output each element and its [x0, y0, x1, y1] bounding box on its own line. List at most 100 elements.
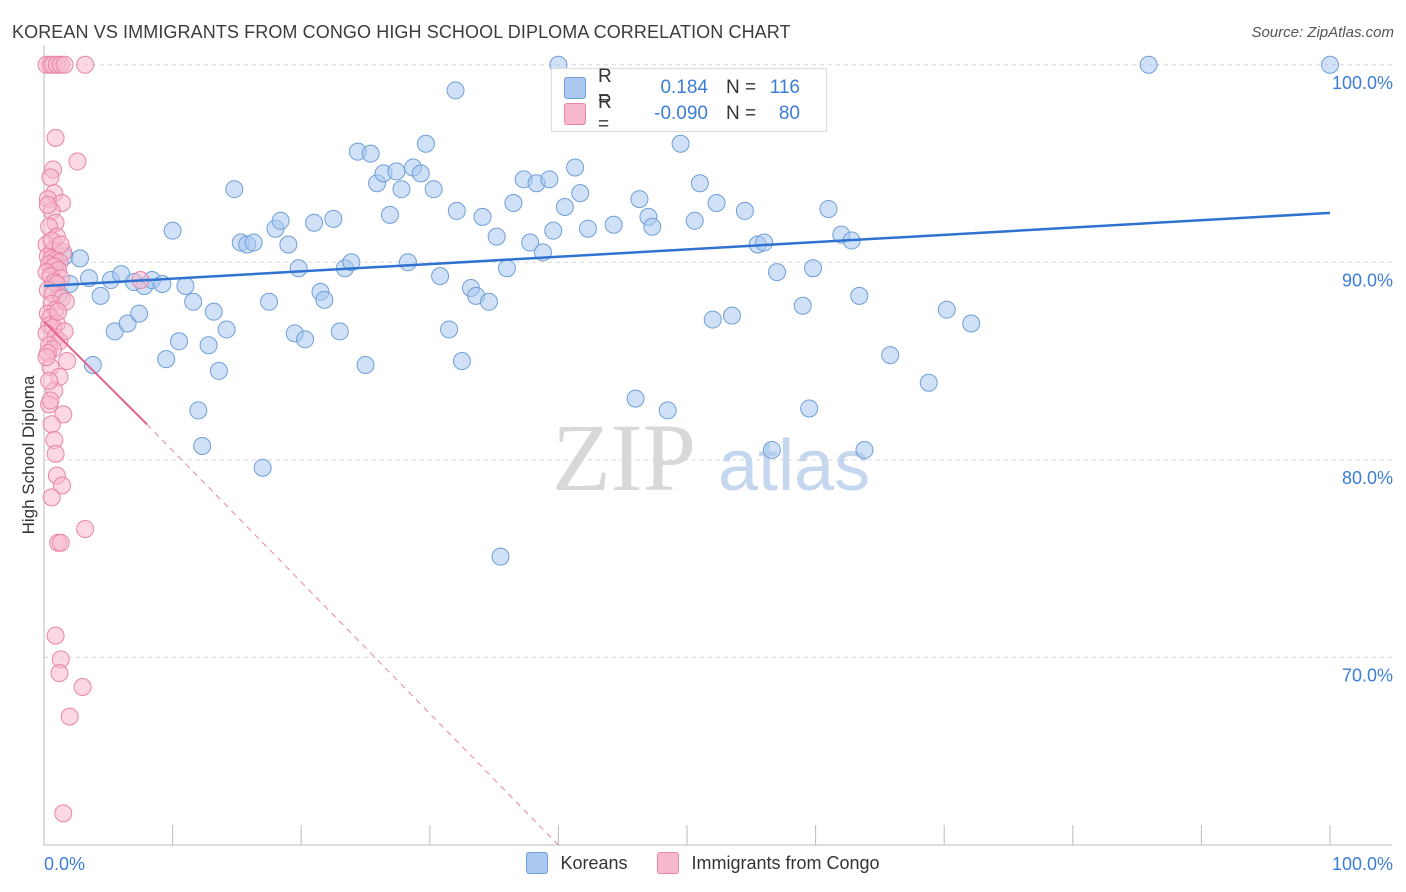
- congo-point: [41, 391, 60, 410]
- koreans-n-label: N =: [726, 77, 757, 98]
- koreans-point: [289, 259, 308, 278]
- koreans-point: [260, 292, 279, 311]
- congo-point: [50, 664, 69, 683]
- congo-swatch: [564, 103, 586, 125]
- koreans-point: [544, 221, 563, 240]
- koreans-point: [204, 302, 223, 321]
- congo-point: [53, 476, 72, 495]
- koreans-point: [431, 267, 450, 286]
- congo-point: [49, 302, 68, 321]
- congo-legend-swatch: [657, 852, 680, 874]
- koreans-point: [707, 194, 726, 213]
- koreans-point: [217, 320, 236, 339]
- koreans-point: [1321, 55, 1339, 74]
- koreans-point: [919, 373, 938, 392]
- chart-title: KOREAN VS IMMIGRANTS FROM CONGO HIGH SCH…: [12, 22, 791, 42]
- koreans-point: [91, 286, 110, 305]
- congo-trend-line: [43, 320, 148, 425]
- koreans-point: [253, 458, 272, 477]
- koreans-point: [296, 330, 315, 349]
- koreans-point: [411, 164, 430, 183]
- koreans-point: [690, 174, 709, 193]
- koreans-point: [521, 233, 540, 252]
- koreans-point: [387, 162, 406, 181]
- koreans-point: [762, 440, 781, 459]
- y-tick-label: 70.0%: [1342, 665, 1393, 685]
- koreans-point: [962, 314, 981, 333]
- koreans-point: [244, 233, 263, 252]
- koreans-legend-swatch: [526, 852, 549, 874]
- koreans-point: [163, 221, 182, 240]
- koreans-point: [937, 300, 956, 319]
- congo-point: [60, 707, 79, 726]
- koreans-point: [793, 296, 812, 315]
- koreans-point: [157, 350, 176, 369]
- koreans-point: [170, 332, 189, 351]
- koreans-point: [566, 158, 585, 177]
- koreans-point: [643, 217, 662, 236]
- koreans-point: [176, 276, 195, 295]
- legend-row-koreans: R = 0.184 N = 116: [564, 66, 800, 109]
- legend-item-congo[interactable]: Immigrants from Congo: [657, 852, 880, 874]
- congo-point: [55, 55, 74, 74]
- koreans-point: [735, 201, 754, 220]
- watermark-zip: ZIP: [552, 404, 696, 511]
- koreans-n-value: 116: [769, 77, 800, 98]
- congo-point: [55, 322, 74, 341]
- koreans-trend-line: [43, 211, 1331, 288]
- koreans-point: [130, 304, 149, 323]
- koreans-point: [555, 197, 574, 216]
- koreans-point: [479, 292, 498, 311]
- koreans-point: [105, 322, 124, 341]
- congo-point: [73, 677, 92, 696]
- congo-r-label: R =: [598, 92, 612, 135]
- koreans-point: [380, 205, 399, 224]
- koreans-point: [199, 336, 218, 355]
- koreans-point: [800, 399, 819, 418]
- koreans-point: [83, 356, 102, 374]
- koreans-legend-label: Koreans: [560, 852, 628, 873]
- koreans-point: [626, 389, 645, 408]
- koreans-point: [881, 346, 900, 365]
- koreans-point: [184, 292, 203, 311]
- data-points: [37, 55, 1339, 823]
- congo-legend-label: Immigrants from Congo: [691, 852, 880, 873]
- koreans-point: [118, 314, 137, 333]
- congo-point: [54, 405, 73, 424]
- koreans-point: [755, 233, 774, 252]
- congo-n-value: 80: [778, 103, 800, 124]
- koreans-point: [1139, 55, 1158, 74]
- koreans-point: [804, 259, 823, 278]
- axis-labels: 70.0% 80.0% 90.0% 100.0% 0.0% 100.0% High Scho…: [19, 73, 1393, 874]
- koreans-point: [271, 211, 290, 230]
- koreans-point: [279, 235, 298, 254]
- congo-point: [46, 128, 65, 147]
- koreans-point: [324, 209, 343, 228]
- watermark-atlas: atlas: [718, 426, 870, 506]
- koreans-point: [473, 207, 492, 226]
- koreans-point: [315, 290, 334, 309]
- y-tick-label: 100.0%: [1332, 73, 1393, 93]
- koreans-point: [356, 356, 375, 374]
- congo-point: [58, 352, 77, 371]
- congo-trend-extension: [146, 423, 559, 846]
- koreans-point: [571, 184, 590, 203]
- congo-point: [76, 55, 95, 74]
- congo-point: [40, 371, 59, 390]
- koreans-point: [71, 249, 90, 268]
- x-tick-label: 0.0%: [44, 854, 85, 874]
- koreans-point: [487, 227, 506, 246]
- koreans-point: [671, 134, 690, 153]
- koreans-point: [330, 322, 349, 341]
- y-tick-label: 90.0%: [1342, 270, 1393, 290]
- koreans-point: [703, 310, 722, 329]
- koreans-point: [819, 199, 838, 218]
- congo-r-value: -0.090: [654, 103, 708, 124]
- congo-point: [37, 348, 56, 367]
- koreans-point: [497, 259, 516, 278]
- congo-point: [38, 196, 57, 214]
- congo-point: [68, 152, 87, 171]
- congo-point: [41, 168, 60, 187]
- legend-item-koreans[interactable]: Koreans: [526, 852, 627, 874]
